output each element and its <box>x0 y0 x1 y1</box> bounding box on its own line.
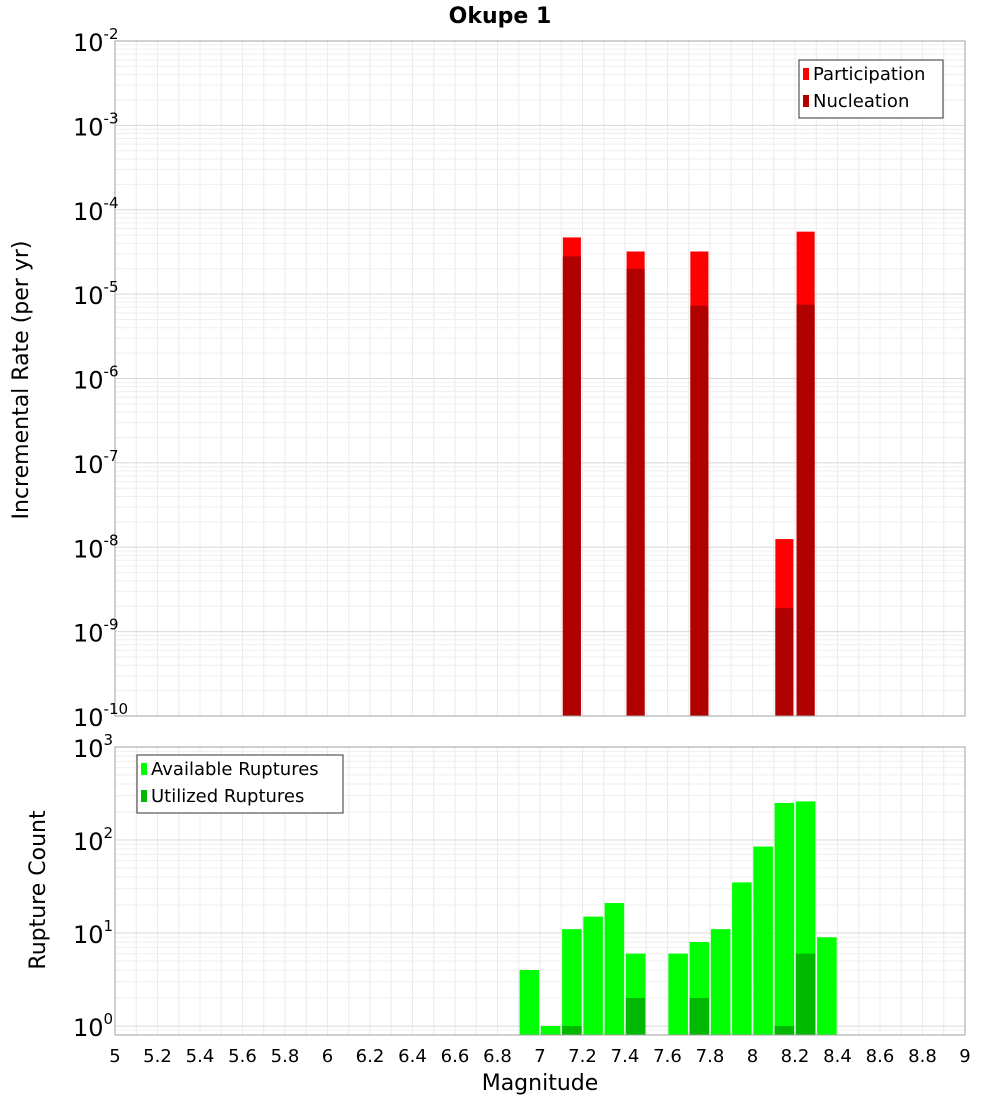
y-tick-label: 100 <box>73 1010 113 1042</box>
x-tick-label: 8.2 <box>781 1046 810 1067</box>
count-bar-utilized-ruptures <box>625 997 646 1035</box>
x-axis-title: Magnitude <box>482 1071 599 1096</box>
count-bar-available-ruptures <box>668 953 688 1035</box>
legend-box <box>798 59 944 119</box>
x-tick-label: 7.8 <box>696 1046 725 1067</box>
bottom-panel: 100 101 102 103 5 5.2 5.4 5.6 5.8 6 6.2 6.4 6.6 6.8 7 7… <box>73 731 971 1067</box>
plot-frame <box>114 40 966 717</box>
count-bar-utilized-ruptures <box>774 1025 795 1035</box>
x-tick-label: 7.6 <box>653 1046 682 1067</box>
x-tick-label: 8 <box>747 1046 758 1067</box>
y-tick-label: 10-9 <box>73 616 119 648</box>
count-bar-available-ruptures <box>519 969 540 1035</box>
y-tick-label: 10-3 <box>73 109 119 141</box>
y-tick-label: 102 <box>73 824 113 856</box>
count-bar-utilized-ruptures <box>562 1025 582 1035</box>
x-tick-label: 5 <box>109 1046 120 1067</box>
count-bar-utilized-ruptures <box>795 953 816 1035</box>
y-tick-label: 10-8 <box>73 531 119 563</box>
x-tick-label: 6.2 <box>356 1046 385 1067</box>
x-tick-label: 6.8 <box>483 1046 512 1067</box>
top-panel: 10-10 10-9 10-8 10-7 10-6 10-5 10-4 10-3 10-2 Par… <box>73 25 966 732</box>
count-bar-available-ruptures <box>817 937 837 1035</box>
count-bar-available-ruptures <box>753 846 773 1035</box>
y-tick-label: 10-10 <box>73 700 128 732</box>
legend-label: Nucleation <box>813 91 909 112</box>
x-tick-label: 7 <box>534 1046 545 1067</box>
x-tick-label: 6 <box>322 1046 333 1067</box>
legend-box <box>136 754 344 814</box>
x-tick-label: 7.2 <box>568 1046 597 1067</box>
y-tick-label: 10-4 <box>73 194 119 226</box>
y-tick-label: 101 <box>73 917 113 949</box>
count-bar-available-ruptures <box>732 882 752 1035</box>
x-tick-label: 6.6 <box>441 1046 470 1067</box>
x-tick-label: 5.4 <box>186 1046 215 1067</box>
count-bar-available-ruptures <box>710 929 731 1035</box>
count-bar-available-ruptures <box>562 929 582 1035</box>
count-bar-available-ruptures <box>540 1025 561 1035</box>
x-tick-label: 8.6 <box>866 1046 895 1067</box>
x-tick-label: 9 <box>959 1046 970 1067</box>
rate-bar-nucleation <box>562 256 581 716</box>
x-tick-label: 7.4 <box>611 1046 640 1067</box>
legend-swatch <box>141 763 147 775</box>
chart-title: Okupe 1 <box>449 4 552 29</box>
legend-swatch <box>803 68 809 80</box>
y-tick-label: 10-6 <box>73 363 119 395</box>
legend-label: Available Ruptures <box>151 759 319 780</box>
rate-bar-nucleation <box>796 304 815 716</box>
y-tick-label: 103 <box>73 731 113 763</box>
count-bar-utilized-ruptures <box>689 997 710 1035</box>
legend-label: Participation <box>813 64 925 85</box>
x-tick-label: 6.4 <box>398 1046 427 1067</box>
rate-bar-nucleation <box>690 305 709 716</box>
x-tick-label: 5.8 <box>271 1046 300 1067</box>
x-tick-label: 8.4 <box>823 1046 852 1067</box>
count-bar-available-ruptures <box>583 916 603 1035</box>
plot-frame <box>114 746 966 1036</box>
y-tick-label: 10-5 <box>73 278 119 310</box>
bottom-y-axis-title: Rupture Count <box>26 810 51 970</box>
x-tick-label: 5.2 <box>143 1046 172 1067</box>
rate-bar-nucleation <box>775 608 794 716</box>
x-tick-label: 8.8 <box>908 1046 937 1067</box>
legend-label: Utilized Ruptures <box>151 786 304 807</box>
legend-swatch <box>803 95 809 107</box>
count-bar-available-ruptures <box>604 903 625 1035</box>
count-bar-available-ruptures <box>774 802 795 1035</box>
y-tick-label: 10-7 <box>73 447 119 479</box>
legend-swatch <box>141 790 147 802</box>
top-y-axis-title: Incremental Rate (per yr) <box>9 241 34 520</box>
x-tick-label: 5.6 <box>228 1046 257 1067</box>
rate-bar-nucleation <box>626 268 645 716</box>
y-tick-label: 10-2 <box>73 25 119 57</box>
